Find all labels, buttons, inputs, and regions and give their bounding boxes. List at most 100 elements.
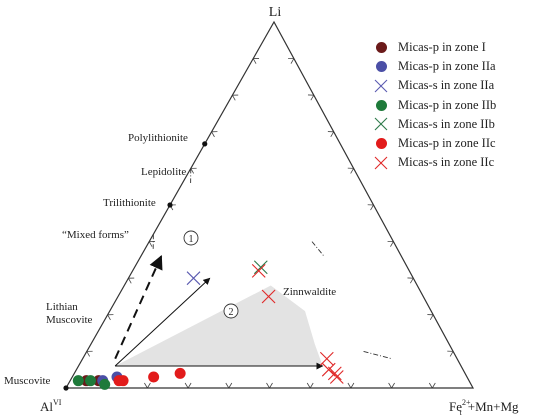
tick-mark: [370, 204, 374, 211]
data-point: [113, 375, 125, 387]
legend-dot-marker: [372, 39, 390, 57]
data-point: [251, 263, 266, 278]
tick-mark: [431, 382, 436, 389]
legend-label: Micas-s in zone IIb: [398, 116, 495, 131]
label-trilithionite: Trilithionite: [103, 197, 156, 209]
annotation-circle-1: [183, 230, 199, 246]
legend-label: Micas-p in zone IIb: [398, 97, 497, 112]
tick-mark: [330, 131, 335, 138]
tick-mark: [190, 168, 195, 174]
vertex-label-li: Li: [269, 5, 282, 20]
tick-mark: [225, 382, 230, 389]
legend-dot-marker: [372, 58, 390, 76]
legend-entry: Micas-p in zone I: [372, 38, 550, 57]
x-stroke: [253, 260, 268, 275]
tick-mark: [148, 241, 153, 247]
legend-dot-marker: [372, 96, 390, 114]
tick-mark: [184, 382, 189, 389]
tick-mark: [187, 382, 192, 389]
data-point: [261, 289, 276, 304]
label-lithian: Lithian: [46, 301, 78, 313]
annotation-label-2: 2: [229, 307, 234, 318]
trend-arrow-1: [114, 254, 163, 360]
reference-point: [63, 385, 69, 391]
tick-mark: [269, 382, 273, 389]
x-stroke: [327, 366, 342, 381]
tick-mark: [428, 382, 433, 389]
label-polylithionite: Polylithionite: [128, 132, 188, 144]
tick-mark: [309, 382, 314, 389]
legend-dot: [375, 99, 387, 111]
vertex-label-al: AlVI: [40, 398, 62, 414]
legend-entry: Micas-s in zone IIb: [372, 115, 550, 134]
triangle-ticks: [86, 57, 454, 389]
tick-mark: [391, 382, 395, 389]
tick-mark: [429, 314, 434, 321]
legend-label: Micas-p in zone I: [398, 40, 486, 55]
tick-mark: [449, 351, 454, 357]
x-stroke: [321, 362, 336, 377]
annotation-circle-2: [223, 303, 239, 319]
tick-mark: [252, 58, 257, 64]
field-boundary: [311, 241, 325, 257]
data-point: [85, 375, 97, 387]
data-point: [99, 378, 111, 390]
tick-mark: [232, 95, 236, 101]
tick-mark: [306, 382, 311, 389]
legend-label: Micas-p in zone IIa: [398, 59, 496, 74]
x-stroke: [251, 263, 266, 278]
legend-dot-marker: [372, 135, 390, 153]
tick-mark: [347, 382, 352, 389]
legend-entry: Micas-p in zone IIb: [372, 96, 550, 115]
tick-mark: [266, 382, 270, 389]
tick-mark: [409, 277, 414, 284]
data-point: [186, 271, 201, 286]
tick-mark: [144, 382, 148, 389]
legend-label: Micas-s in zone IIa: [398, 78, 495, 93]
zinnwaldite-trend-region: [115, 285, 323, 367]
tick-mark: [107, 314, 111, 321]
trend-arrow-2: [114, 277, 211, 367]
field-boundaries: [152, 168, 393, 360]
x-stroke: [186, 271, 201, 286]
legend-dot: [375, 61, 387, 73]
x-stroke: [261, 289, 276, 304]
tick-mark: [350, 382, 355, 389]
legend-entry: Micas-p in zone IIc: [372, 134, 550, 153]
reference-points: [63, 141, 208, 391]
data-point: [329, 370, 344, 384]
legend-label: Micas-s in zone IIc: [398, 155, 495, 170]
legend-x-marker: [372, 77, 390, 95]
vertex-label-fe-mn-mg: Fe2+ t +Mn+Mg: [449, 398, 519, 417]
legend-dot: [375, 138, 387, 150]
legend-entry: Micas-p in zone IIa: [372, 57, 550, 76]
trend-arrows: [114, 254, 324, 370]
legend-x-marker: [372, 115, 390, 133]
label-muscovite-field: Muscovite: [46, 314, 93, 326]
tick-mark: [290, 58, 295, 64]
label-muscovite: Muscovite: [4, 375, 51, 387]
data-point: [327, 366, 342, 381]
annotation-label-1: 1: [189, 234, 194, 245]
label-zinnwaldite: Zinnwaldite: [283, 286, 336, 298]
legend-x-marker: [372, 154, 390, 172]
tick-mark: [86, 351, 91, 357]
tick-mark: [128, 278, 132, 284]
tick-mark: [390, 241, 394, 247]
legend-entry: Micas-s in zone IIc: [372, 153, 550, 172]
label-mixed-forms: “Mixed forms”: [62, 229, 129, 241]
legend-entry: Micas-s in zone IIa: [372, 76, 550, 95]
tick-mark: [147, 382, 151, 389]
tick-mark: [388, 382, 392, 389]
reference-point: [167, 202, 173, 208]
data-points: [72, 260, 344, 390]
tick-mark: [350, 168, 354, 174]
tick-mark: [310, 94, 315, 101]
legend: Micas-p in zone I Micas-p in zone IIa Mica…: [372, 38, 550, 172]
legend-dot: [375, 42, 387, 54]
x-stroke: [329, 370, 344, 384]
tick-mark: [228, 382, 233, 389]
data-point: [148, 371, 160, 383]
data-point: [72, 375, 84, 387]
